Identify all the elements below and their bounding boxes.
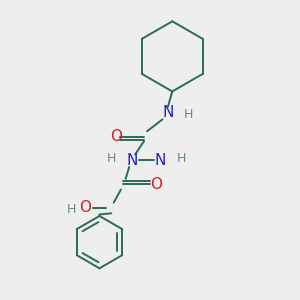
Text: N: N [155,153,166,168]
Text: H: H [107,152,116,165]
Text: H: H [183,108,193,121]
Text: O: O [151,177,163,192]
Text: O: O [80,200,92,215]
Text: O: O [110,129,122,144]
Text: H: H [176,152,186,165]
Text: H: H [67,203,76,216]
Text: N: N [127,153,138,168]
Text: N: N [162,105,173,120]
